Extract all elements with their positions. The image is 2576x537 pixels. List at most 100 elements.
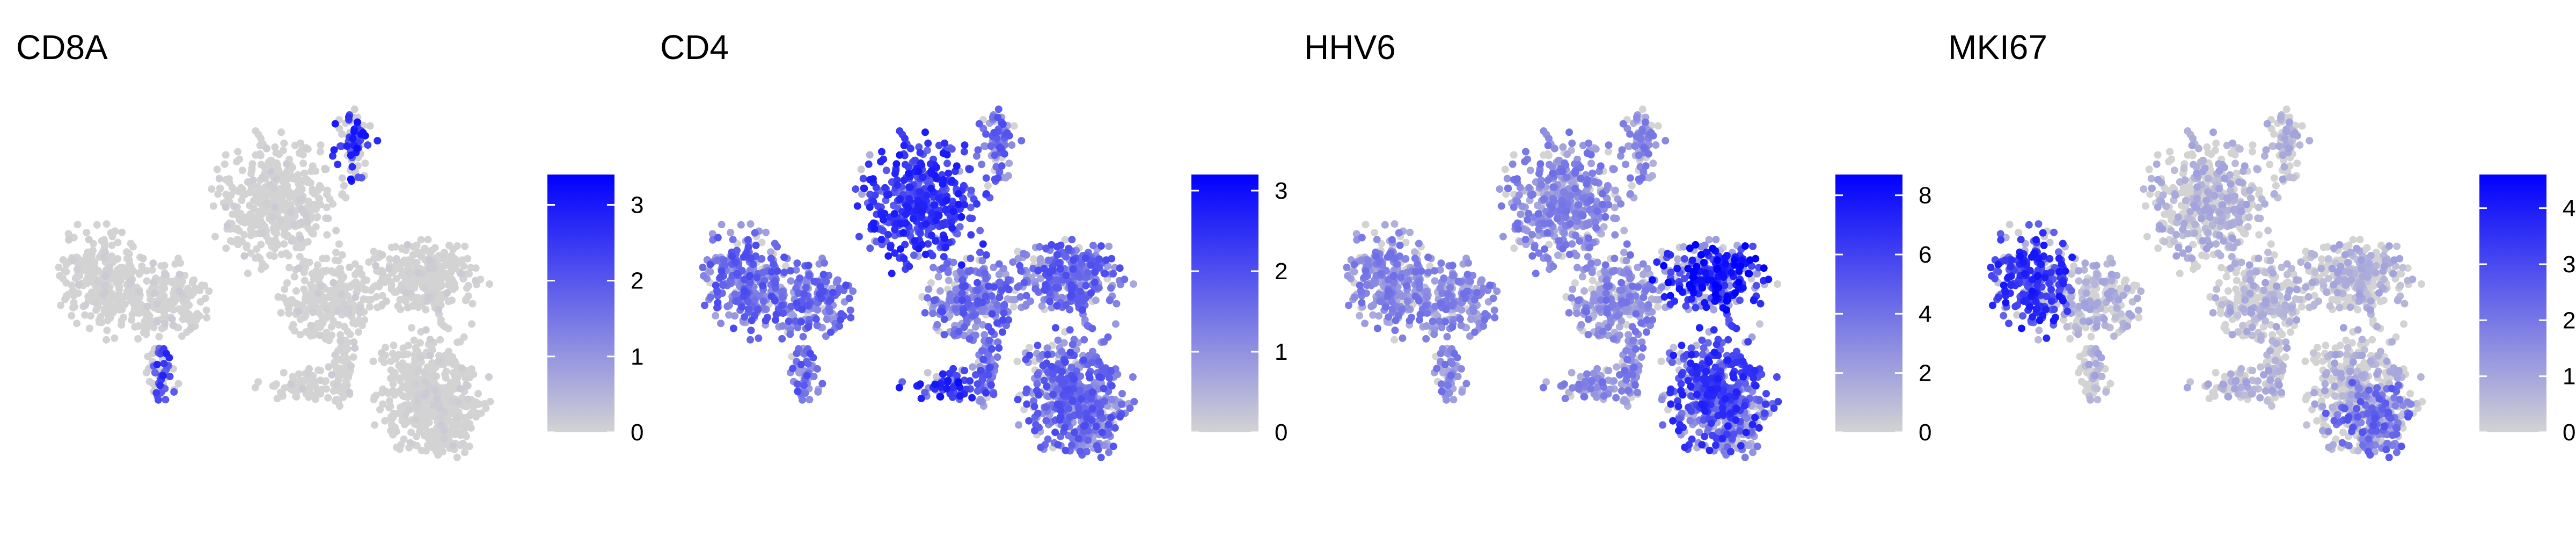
- cell-point: [425, 256, 433, 264]
- cell-point: [762, 317, 770, 325]
- cell-point: [301, 169, 309, 177]
- cell-point: [262, 200, 270, 208]
- cell-point: [283, 167, 291, 175]
- cell-point: [1082, 255, 1089, 262]
- cell-point: [826, 296, 835, 304]
- cell-point: [371, 421, 379, 429]
- cell-point: [404, 303, 412, 311]
- cell-point: [1071, 429, 1078, 437]
- cell-point: [444, 324, 452, 332]
- cell-point: [372, 293, 380, 301]
- cell-point: [1020, 250, 1028, 258]
- cell-point: [101, 248, 109, 256]
- cell-point: [968, 394, 976, 402]
- cell-point: [979, 355, 987, 364]
- cell-point: [451, 373, 459, 381]
- cell-point: [396, 265, 404, 273]
- cell-point: [185, 301, 193, 309]
- cell-point: [767, 248, 774, 256]
- cell-point: [222, 203, 230, 211]
- cell-point: [315, 194, 323, 202]
- cell-point: [391, 391, 399, 399]
- cell-point: [230, 202, 238, 211]
- cell-point: [706, 260, 714, 268]
- cell-point: [1087, 395, 1095, 403]
- cell-point: [422, 306, 430, 314]
- cell-point: [1015, 421, 1023, 429]
- cell-point: [238, 166, 246, 175]
- cell-point: [347, 151, 355, 159]
- cell-point: [1362, 221, 1370, 229]
- cell-point: [246, 201, 253, 209]
- cell-point: [279, 147, 287, 155]
- cell-point: [982, 389, 990, 397]
- cell-point: [949, 207, 957, 215]
- cell-point: [804, 262, 813, 270]
- cell-point: [370, 255, 378, 263]
- cell-point: [1540, 151, 1548, 159]
- cell-point: [244, 270, 252, 278]
- cell-point: [472, 398, 480, 406]
- cell-point: [994, 174, 1002, 182]
- cell-point: [812, 315, 820, 323]
- cell-point: [100, 254, 108, 262]
- cell-point: [969, 363, 977, 371]
- cell-point: [445, 403, 453, 411]
- cell-point: [1391, 336, 1398, 344]
- cell-point: [948, 224, 956, 232]
- cell-point: [153, 318, 161, 326]
- cell-point: [298, 194, 306, 202]
- cell-point: [936, 393, 945, 401]
- cell-point: [252, 254, 260, 262]
- cell-point: [994, 105, 1002, 113]
- cell-point: [340, 357, 348, 365]
- cell-point: [276, 216, 284, 224]
- cell-point: [376, 405, 384, 413]
- cell-point: [1036, 243, 1044, 251]
- cell-point: [295, 186, 303, 194]
- cell-point: [1411, 248, 1418, 256]
- cell-point: [330, 146, 338, 154]
- cell-point: [816, 290, 824, 298]
- cell-point: [472, 264, 480, 272]
- cell-point: [467, 365, 475, 373]
- cell-point: [131, 323, 139, 331]
- cell-point: [280, 369, 288, 376]
- cell-point: [1062, 272, 1070, 279]
- cell-point: [701, 301, 708, 309]
- cell-point: [297, 234, 305, 242]
- cell-point: [770, 260, 778, 268]
- cell-point: [266, 181, 274, 189]
- cell-point: [796, 274, 804, 282]
- cell-point: [1053, 251, 1061, 259]
- cell-point: [161, 320, 169, 328]
- cell-point: [933, 373, 941, 381]
- scale-tick-label: 2: [1275, 258, 1287, 285]
- cell-point: [203, 314, 211, 322]
- cell-point: [878, 148, 885, 156]
- cell-point: [1108, 396, 1116, 404]
- cell-point: [996, 143, 1004, 151]
- cell-point: [407, 369, 415, 377]
- cell-point: [1107, 284, 1115, 292]
- cell-point: [1105, 448, 1113, 456]
- cell-point: [299, 151, 307, 159]
- cell-point: [1034, 371, 1042, 379]
- cell-point: [448, 354, 456, 362]
- cell-point: [413, 403, 421, 411]
- cell-point: [939, 221, 947, 229]
- cell-point: [396, 376, 404, 384]
- cell-point: [224, 196, 232, 204]
- cell-point: [896, 151, 904, 159]
- cell-point: [974, 387, 982, 395]
- cell-point: [296, 253, 304, 261]
- cell-point: [1079, 306, 1086, 314]
- cell-point: [448, 275, 456, 284]
- cell-point: [85, 324, 93, 332]
- cell-point: [289, 373, 297, 381]
- cell-point: [773, 243, 781, 251]
- cell-point: [334, 307, 342, 315]
- cell-point: [166, 373, 174, 381]
- cell-point: [942, 196, 950, 204]
